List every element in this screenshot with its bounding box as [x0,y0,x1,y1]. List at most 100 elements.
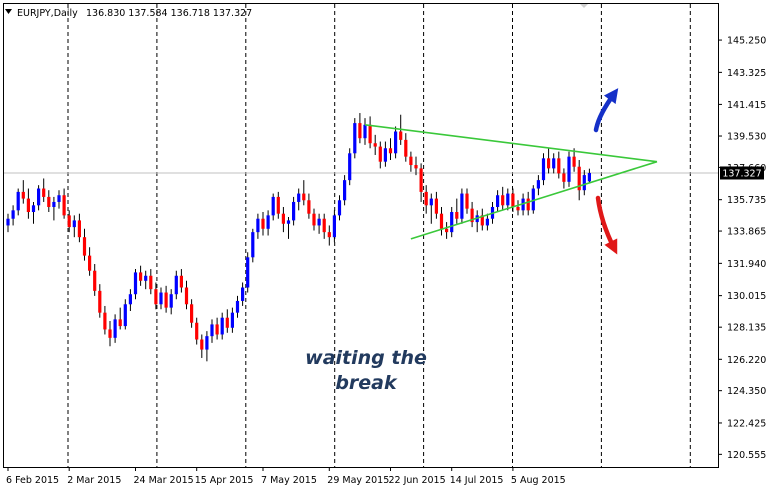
candle [455,198,459,224]
candle [424,185,428,214]
candle [552,153,556,174]
candle [184,280,189,310]
candle [557,151,561,179]
candle [414,156,418,176]
candle [42,178,46,202]
y-tick-label: 139.530 [727,132,766,143]
candle [144,270,148,290]
candle [128,289,132,311]
trendlines [364,123,658,240]
candle [312,208,316,231]
candle [62,188,66,219]
candle [302,180,306,206]
x-tick-label: 24 Mar 2015 [134,475,194,486]
candle [587,168,591,184]
x-tick-label: 29 May 2015 [327,475,389,486]
candle [480,208,484,231]
candle [139,265,143,286]
candle [394,126,398,159]
candle [225,309,229,333]
candle [108,321,112,347]
candle [445,222,449,239]
candle [460,188,464,224]
candle [210,319,214,343]
x-tick-label: 6 Feb 2015 [6,475,59,486]
candle [358,113,362,144]
candle [485,213,489,231]
y-tick-label: 130.015 [727,291,766,302]
candle [190,299,194,328]
candle [16,188,20,216]
candle [373,134,377,155]
symbol-label: EURJPY,Daily [17,8,78,19]
up-arrow-icon [593,88,619,133]
candle [582,170,586,196]
candle [506,188,510,211]
x-tick-label: 15 Apr 2015 [195,475,254,486]
candle [82,228,87,261]
candle [77,213,81,243]
candle [297,188,301,211]
candle [496,190,500,213]
candle [348,148,352,186]
candle [292,196,296,226]
shift-marker-icon[interactable] [579,3,589,8]
candle [541,153,546,186]
candle [516,200,520,216]
annotation-line-1: waiting the [305,347,427,369]
candle [266,210,270,236]
lower-trendline [410,160,658,240]
candle [536,175,540,196]
candle [256,213,260,239]
candle [251,228,255,263]
y-tick-label: 143.325 [727,68,766,79]
candle [343,175,347,206]
y-tick-label: 120.555 [727,450,766,461]
y-tick-label: 141.415 [727,100,766,111]
candle [11,205,15,226]
candle [337,195,342,221]
x-tick-label: 5 Aug 2015 [511,475,566,486]
candle [465,188,469,214]
annotation-line-2: break [335,372,398,394]
candle [113,314,117,343]
candle [169,289,173,315]
candle [368,116,372,149]
x-tick-label: 14 Jul 2015 [450,475,504,486]
candle [434,191,438,219]
candle [429,193,433,224]
candle [276,191,280,219]
dropdown-triangle-icon[interactable] [5,9,12,14]
candle [26,188,30,219]
y-tick-label: 124.350 [727,386,766,397]
y-tick-label: 135.735 [727,195,766,206]
candle [47,190,51,213]
time-axis[interactable]: 6 Feb 2015 2 Mar 2015 24 Mar 2015 15 Apr 20… [6,467,566,486]
candle [378,141,382,169]
candle [103,305,107,335]
candle [52,196,56,221]
candle [511,188,515,213]
candle [21,180,25,204]
candle [261,212,265,236]
candle [98,284,102,318]
candle [72,215,76,238]
candle [246,252,250,293]
plot-frame [3,3,719,468]
candle [363,118,367,145]
candle [93,264,97,296]
candle [562,168,566,189]
candle [353,118,357,159]
x-tick-label: 7 May 2015 [261,475,317,486]
candle [195,317,199,345]
y-tick-label: 122.425 [727,418,766,429]
candle [133,269,138,300]
candle [572,148,576,172]
y-tick-label: 131.940 [727,259,766,270]
candle [271,193,275,221]
candle [577,160,581,201]
candle [281,206,285,233]
candle [164,285,168,313]
